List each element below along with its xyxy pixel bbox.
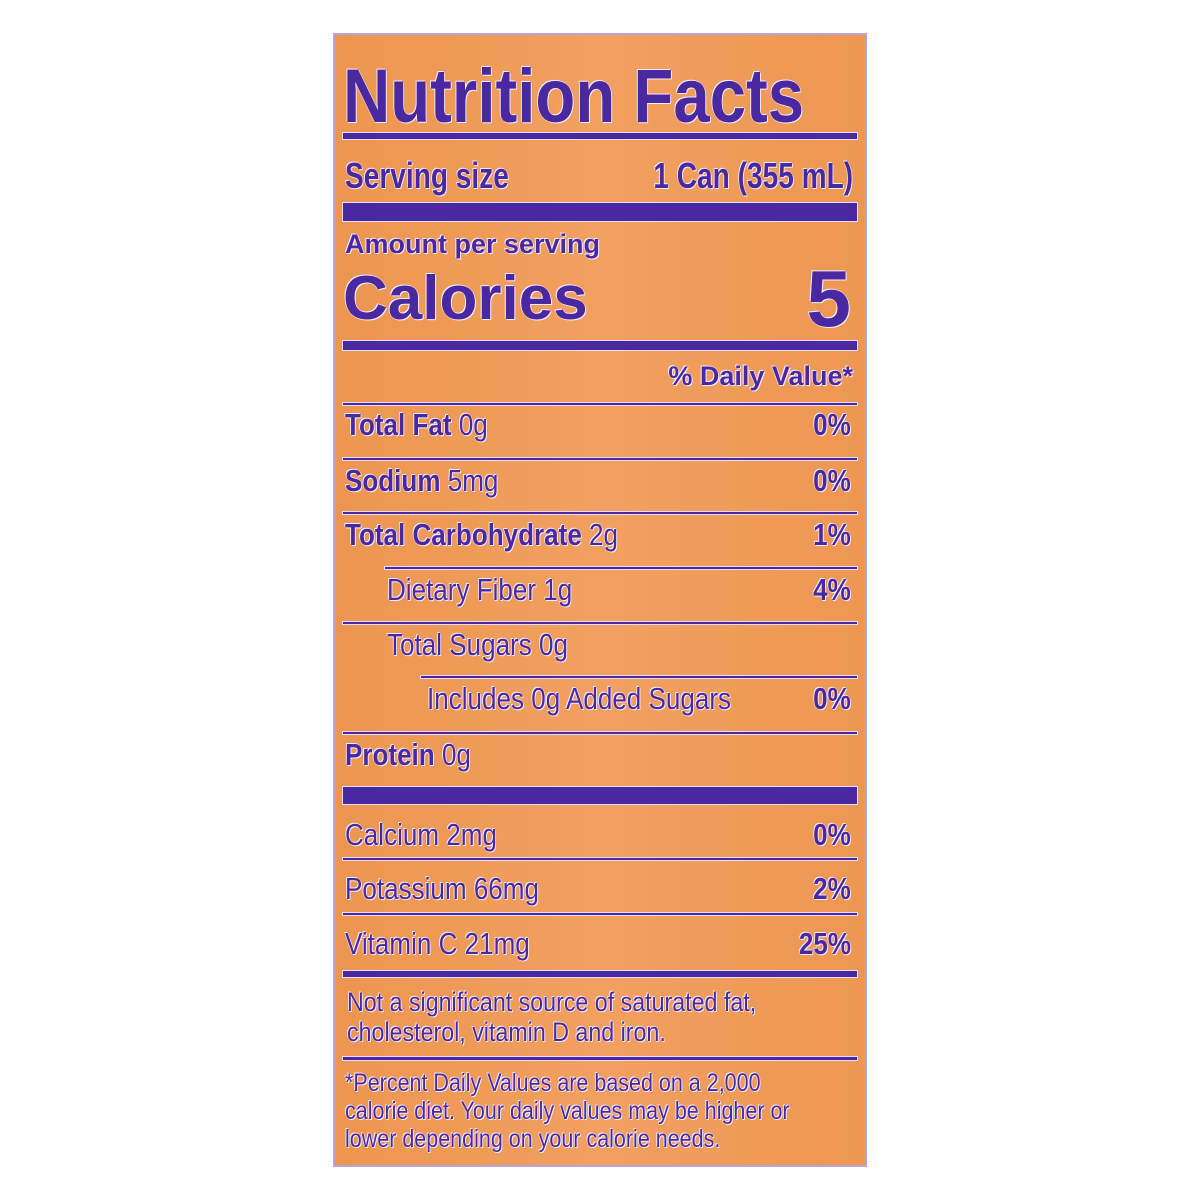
nutrient-label: Total Sugars — [387, 627, 532, 662]
nutrient-daily-value: 1% — [813, 517, 851, 552]
vitamin-daily-value: 2% — [813, 871, 851, 906]
serving-size-label: Serving size — [345, 155, 509, 196]
nutrient-row: Protein 0g — [345, 737, 471, 773]
nutrient-label: Dietary Fiber — [387, 572, 537, 607]
row-divider — [343, 403, 857, 405]
daily-value-header: % Daily Value* — [668, 361, 853, 391]
vitamin-daily-value: 0% — [813, 817, 851, 852]
nutrient-label: Sodium — [345, 463, 441, 498]
vitamin-label: Vitamin C — [345, 926, 458, 961]
nutrient-row: Total Fat 0g — [345, 407, 488, 443]
row-divider — [343, 512, 857, 514]
nutrient-row: Sodium 5mg — [345, 463, 498, 499]
row-divider — [343, 732, 857, 734]
vitamin-label: Potassium — [345, 871, 467, 906]
nutrient-label: Protein — [345, 737, 435, 772]
title: Nutrition Facts — [343, 54, 805, 139]
vitamin-amount: 66mg — [473, 871, 539, 906]
divider-footnote — [343, 1057, 857, 1060]
row-divider — [343, 458, 857, 460]
row-divider — [385, 567, 857, 569]
divider-thick — [343, 203, 857, 221]
calories-value: 5 — [806, 254, 852, 343]
vitamin-amount: 21mg — [464, 926, 530, 961]
nutrition-facts-label: Nutrition Facts Serving size 1 Can (355 … — [333, 33, 867, 1167]
vitamin-daily-value: 25% — [798, 926, 851, 961]
row-divider — [421, 676, 857, 678]
divider — [343, 133, 857, 139]
nutrient-label: Total Carbohydrate — [345, 517, 582, 552]
nutrient-amount: 2g — [589, 517, 619, 552]
nutrient-label: Total Fat — [345, 407, 452, 442]
nutrient-daily-value: 0% — [813, 463, 851, 498]
nutrient-amount: 0g — [441, 737, 471, 772]
nutrient-amount: 5mg — [447, 463, 499, 498]
row-divider — [343, 913, 857, 915]
nutrient-row: Total Sugars 0g — [387, 627, 568, 663]
row-divider — [343, 858, 857, 860]
footnote: *Percent Daily Values are based on a 2,0… — [345, 1069, 790, 1153]
not-significant-note: Not a significant source of saturated fa… — [347, 987, 757, 1047]
nutrient-daily-value: 0% — [813, 407, 851, 442]
vitamin-amount: 2mg — [446, 817, 497, 852]
vitamin-row: Calcium 2mg — [345, 817, 497, 853]
vitamin-row: Vitamin C 21mg — [345, 926, 530, 962]
nutrient-row: Total Carbohydrate 2g — [345, 517, 618, 553]
amount-per-serving: Amount per serving — [345, 229, 601, 259]
nutrient-daily-value: 0% — [813, 681, 851, 716]
divider-thick — [343, 787, 857, 804]
divider-medium — [343, 341, 857, 350]
nutrient-row: Dietary Fiber 1g — [387, 572, 572, 608]
nutrient-amount: 1g — [543, 572, 573, 607]
vitamin-row: Potassium 66mg — [345, 871, 539, 907]
vitamin-label: Calcium — [345, 817, 440, 852]
nutrient-daily-value: 4% — [813, 572, 851, 607]
calories-label: Calories — [343, 264, 588, 333]
nutrient-row: Includes 0g Added Sugars — [427, 681, 731, 717]
nutrient-amount: 0g — [458, 407, 488, 442]
divider-medium — [343, 971, 857, 977]
nutrient-label: Includes 0g Added Sugars — [427, 681, 732, 716]
row-divider — [343, 622, 857, 624]
serving-size-value: 1 Can (355 mL) — [653, 155, 853, 196]
nutrient-amount: 0g — [539, 627, 568, 662]
